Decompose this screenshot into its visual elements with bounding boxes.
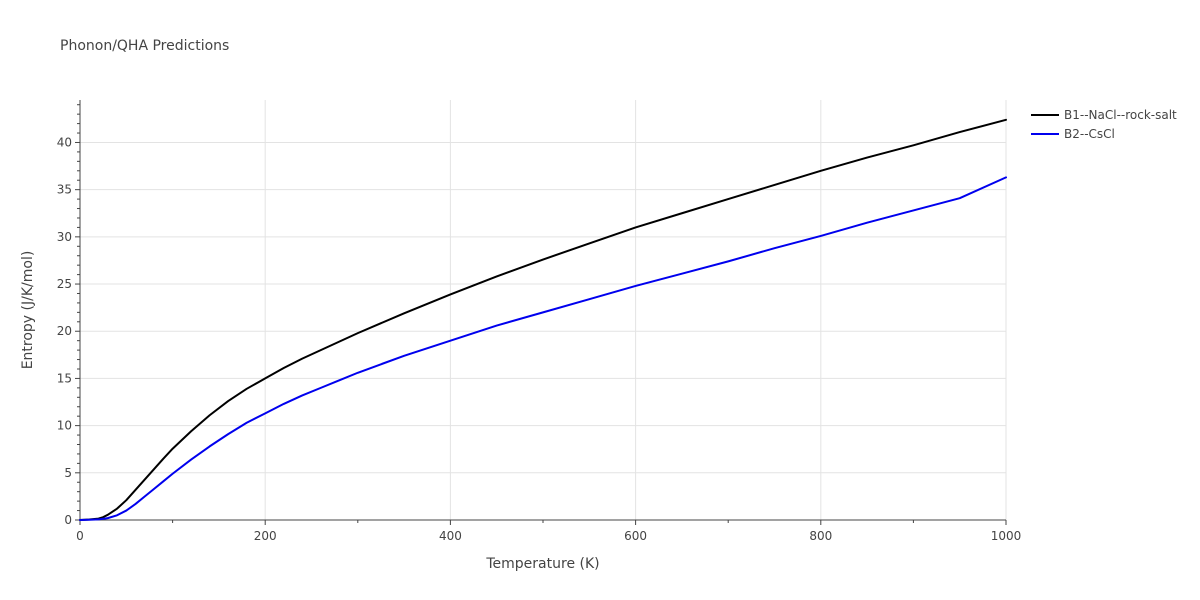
- x-tick-label: 400: [439, 529, 462, 543]
- axes: 0 200 400 600 800 1000 0 5 10 15 20 25 30 35 40: [57, 100, 1022, 543]
- y-tick-label: 35: [57, 183, 72, 197]
- series-layer: [79, 118, 1007, 521]
- series-line-1: [79, 118, 1007, 521]
- grid-layer: [80, 100, 1007, 520]
- y-tick-label: 15: [57, 371, 72, 385]
- y-tick-label: 30: [57, 230, 72, 244]
- y-tick-label: 5: [64, 466, 72, 480]
- chart-title: Phonon/QHA Predictions: [60, 38, 229, 54]
- legend: B1--NaCl--rock-salt B2--CsCl: [1031, 108, 1177, 141]
- x-tick-label: 0: [76, 529, 84, 543]
- x-tick-label: 200: [254, 529, 277, 543]
- x-axis-title: Temperature (K): [485, 556, 599, 572]
- legend-label-2: B2--CsCl: [1064, 127, 1115, 141]
- series-line-2: [79, 176, 1007, 521]
- x-tick-label: 1000: [991, 529, 1022, 543]
- x-tick-label: 600: [624, 529, 647, 543]
- x-tick-label: 800: [809, 529, 832, 543]
- y-tick-label: 10: [57, 419, 72, 433]
- y-tick-label: 0: [64, 513, 72, 527]
- y-tick-label: 20: [57, 324, 72, 338]
- y-axis-title: Entropy (J/K/mol): [20, 251, 36, 370]
- y-tick-label: 40: [57, 135, 72, 149]
- legend-label-1: B1--NaCl--rock-salt: [1064, 108, 1177, 122]
- y-tick-label: 25: [57, 277, 72, 291]
